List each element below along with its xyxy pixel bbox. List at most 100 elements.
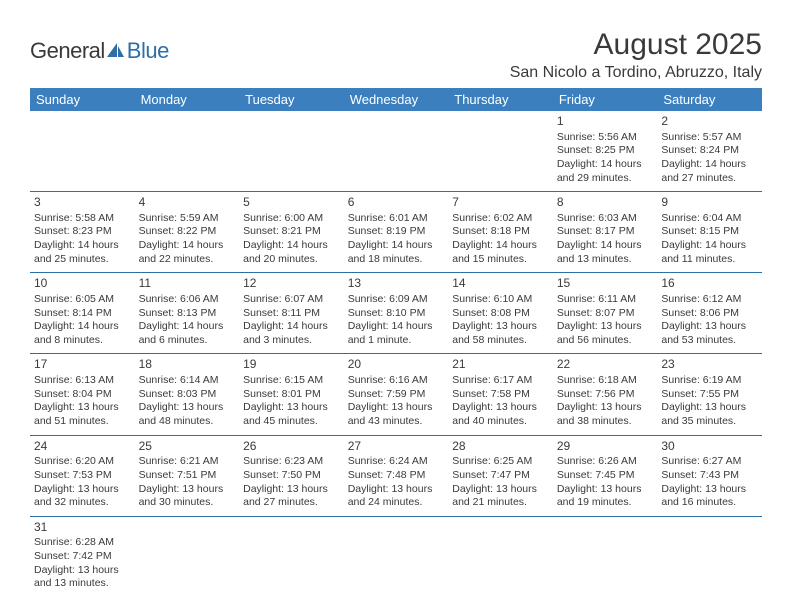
calendar-day: 13Sunrise: 6:09 AMSunset: 8:10 PMDayligh… <box>344 273 449 354</box>
calendar-day: 24Sunrise: 6:20 AMSunset: 7:53 PMDayligh… <box>30 435 135 516</box>
calendar-day: 16Sunrise: 6:12 AMSunset: 8:06 PMDayligh… <box>657 273 762 354</box>
day-number: 18 <box>139 357 236 373</box>
sunset-line: Sunset: 8:04 PM <box>34 388 131 402</box>
sunset-line: Sunset: 8:11 PM <box>243 307 340 321</box>
calendar-week: 24Sunrise: 6:20 AMSunset: 7:53 PMDayligh… <box>30 435 762 516</box>
sunset-line: Sunset: 8:01 PM <box>243 388 340 402</box>
day-number: 26 <box>243 439 340 455</box>
daylight-line: Daylight: 14 hours and 20 minutes. <box>243 239 340 266</box>
day-number: 13 <box>348 276 445 292</box>
daylight-line: Daylight: 14 hours and 11 minutes. <box>661 239 758 266</box>
day-number: 27 <box>348 439 445 455</box>
day-number: 30 <box>661 439 758 455</box>
daylight-line: Daylight: 13 hours and 16 minutes. <box>661 483 758 510</box>
calendar-day: 5Sunrise: 6:00 AMSunset: 8:21 PMDaylight… <box>239 192 344 273</box>
sunset-line: Sunset: 7:43 PM <box>661 469 758 483</box>
logo-text-left: General <box>30 38 105 63</box>
calendar-week: 1Sunrise: 5:56 AMSunset: 8:25 PMDaylight… <box>30 111 762 192</box>
sunrise-line: Sunrise: 5:57 AM <box>661 131 758 145</box>
month-title: August 2025 <box>510 28 762 62</box>
calendar-day-empty <box>135 516 240 597</box>
sunrise-line: Sunrise: 6:11 AM <box>557 293 654 307</box>
day-number: 10 <box>34 276 131 292</box>
daylight-line: Daylight: 13 hours and 21 minutes. <box>452 483 549 510</box>
day-header: Sunday <box>30 88 135 111</box>
sunset-line: Sunset: 7:59 PM <box>348 388 445 402</box>
calendar-head: SundayMondayTuesdayWednesdayThursdayFrid… <box>30 88 762 111</box>
calendar-day: 14Sunrise: 6:10 AMSunset: 8:08 PMDayligh… <box>448 273 553 354</box>
calendar-day: 21Sunrise: 6:17 AMSunset: 7:58 PMDayligh… <box>448 354 553 435</box>
sunrise-line: Sunrise: 6:02 AM <box>452 212 549 226</box>
sunset-line: Sunset: 8:23 PM <box>34 225 131 239</box>
sunrise-line: Sunrise: 6:06 AM <box>139 293 236 307</box>
day-number: 1 <box>557 114 654 130</box>
daylight-line: Daylight: 14 hours and 8 minutes. <box>34 320 131 347</box>
day-number: 23 <box>661 357 758 373</box>
day-number: 25 <box>139 439 236 455</box>
day-number: 19 <box>243 357 340 373</box>
daylight-line: Daylight: 14 hours and 3 minutes. <box>243 320 340 347</box>
sunrise-line: Sunrise: 6:05 AM <box>34 293 131 307</box>
calendar-day-empty <box>344 111 449 192</box>
calendar-day: 25Sunrise: 6:21 AMSunset: 7:51 PMDayligh… <box>135 435 240 516</box>
sunrise-line: Sunrise: 6:04 AM <box>661 212 758 226</box>
sunrise-line: Sunrise: 6:25 AM <box>452 455 549 469</box>
sunset-line: Sunset: 8:15 PM <box>661 225 758 239</box>
calendar-day: 22Sunrise: 6:18 AMSunset: 7:56 PMDayligh… <box>553 354 658 435</box>
calendar-day: 17Sunrise: 6:13 AMSunset: 8:04 PMDayligh… <box>30 354 135 435</box>
daylight-line: Daylight: 13 hours and 27 minutes. <box>243 483 340 510</box>
sunset-line: Sunset: 7:48 PM <box>348 469 445 483</box>
sunrise-line: Sunrise: 6:16 AM <box>348 374 445 388</box>
day-number: 5 <box>243 195 340 211</box>
daylight-line: Daylight: 13 hours and 19 minutes. <box>557 483 654 510</box>
calendar-day: 1Sunrise: 5:56 AMSunset: 8:25 PMDaylight… <box>553 111 658 192</box>
sunrise-line: Sunrise: 6:10 AM <box>452 293 549 307</box>
sunset-line: Sunset: 8:21 PM <box>243 225 340 239</box>
sunset-line: Sunset: 7:45 PM <box>557 469 654 483</box>
calendar-day: 20Sunrise: 6:16 AMSunset: 7:59 PMDayligh… <box>344 354 449 435</box>
calendar-day-empty <box>239 111 344 192</box>
daylight-line: Daylight: 14 hours and 22 minutes. <box>139 239 236 266</box>
daylight-line: Daylight: 14 hours and 1 minute. <box>348 320 445 347</box>
calendar-week: 3Sunrise: 5:58 AMSunset: 8:23 PMDaylight… <box>30 192 762 273</box>
location: San Nicolo a Tordino, Abruzzo, Italy <box>510 64 762 82</box>
day-header: Thursday <box>448 88 553 111</box>
sunrise-line: Sunrise: 6:20 AM <box>34 455 131 469</box>
daylight-line: Daylight: 14 hours and 15 minutes. <box>452 239 549 266</box>
calendar-day: 3Sunrise: 5:58 AMSunset: 8:23 PMDaylight… <box>30 192 135 273</box>
logo-text-right-wrap: Blue <box>127 38 169 64</box>
daylight-line: Daylight: 14 hours and 6 minutes. <box>139 320 236 347</box>
sunrise-line: Sunrise: 6:24 AM <box>348 455 445 469</box>
sunrise-line: Sunrise: 6:01 AM <box>348 212 445 226</box>
daylight-line: Daylight: 13 hours and 56 minutes. <box>557 320 654 347</box>
calendar-day: 15Sunrise: 6:11 AMSunset: 8:07 PMDayligh… <box>553 273 658 354</box>
day-number: 28 <box>452 439 549 455</box>
day-header: Wednesday <box>344 88 449 111</box>
calendar-day: 19Sunrise: 6:15 AMSunset: 8:01 PMDayligh… <box>239 354 344 435</box>
day-number: 3 <box>34 195 131 211</box>
day-header: Tuesday <box>239 88 344 111</box>
sunrise-line: Sunrise: 6:28 AM <box>34 536 131 550</box>
sail-icon <box>107 43 125 59</box>
calendar-day: 31Sunrise: 6:28 AMSunset: 7:42 PMDayligh… <box>30 516 135 597</box>
calendar-day: 6Sunrise: 6:01 AMSunset: 8:19 PMDaylight… <box>344 192 449 273</box>
calendar-day-empty <box>239 516 344 597</box>
page: General Blue August 2025 San Nicolo a To… <box>0 0 792 597</box>
daylight-line: Daylight: 13 hours and 53 minutes. <box>661 320 758 347</box>
sunset-line: Sunset: 8:18 PM <box>452 225 549 239</box>
sunset-line: Sunset: 8:22 PM <box>139 225 236 239</box>
day-number: 20 <box>348 357 445 373</box>
calendar-day: 7Sunrise: 6:02 AMSunset: 8:18 PMDaylight… <box>448 192 553 273</box>
day-header: Monday <box>135 88 240 111</box>
title-block: August 2025 San Nicolo a Tordino, Abruzz… <box>510 28 762 82</box>
day-number: 8 <box>557 195 654 211</box>
calendar-day-empty <box>135 111 240 192</box>
sunset-line: Sunset: 7:56 PM <box>557 388 654 402</box>
calendar-day: 29Sunrise: 6:26 AMSunset: 7:45 PMDayligh… <box>553 435 658 516</box>
sunset-line: Sunset: 7:47 PM <box>452 469 549 483</box>
calendar-day: 30Sunrise: 6:27 AMSunset: 7:43 PMDayligh… <box>657 435 762 516</box>
calendar-day: 9Sunrise: 6:04 AMSunset: 8:15 PMDaylight… <box>657 192 762 273</box>
sunset-line: Sunset: 8:19 PM <box>348 225 445 239</box>
daylight-line: Daylight: 13 hours and 38 minutes. <box>557 401 654 428</box>
sunset-line: Sunset: 7:58 PM <box>452 388 549 402</box>
